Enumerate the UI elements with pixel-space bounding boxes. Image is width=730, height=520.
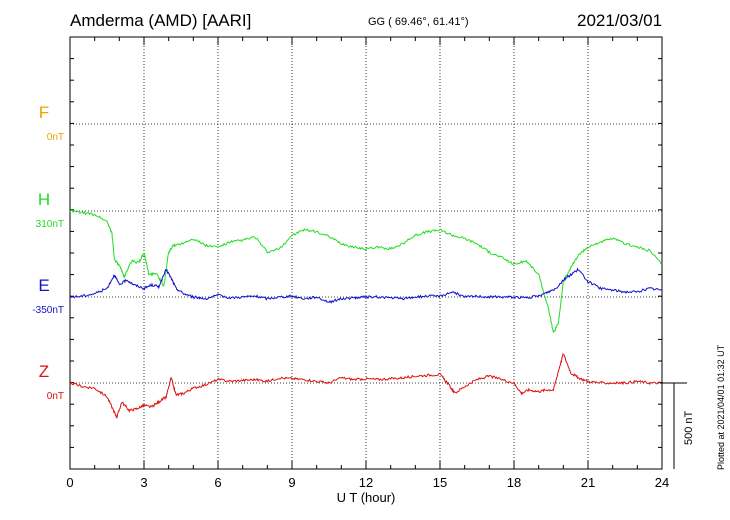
geographic-coords: GG ( 69.46°, 61.41°) [368,16,469,28]
series-baseline-F: 0nT [47,132,64,143]
plotted-note: Plotted at 2021/04/01 01:32 UT [716,344,726,470]
series-baseline-Z: 0nT [47,391,64,402]
x-tick-label: 18 [507,475,521,490]
series-baseline-H: 310nT [36,219,64,230]
series-lines [69,209,663,419]
station-title: Amderma (AMD) [AARI] [70,11,252,30]
series-line-H [69,209,663,334]
x-tick-label: 3 [140,475,147,490]
series-name-H: H [38,190,50,209]
x-tick-label: 9 [288,475,295,490]
x-tick-label: 24 [655,475,669,490]
x-tick-label: 15 [433,475,447,490]
x-tick-label: 0 [66,475,73,490]
series-line-E [69,267,663,304]
series-labels: F 0nT H 310nT E -350nT Z 0nT [32,103,64,402]
date-label: 2021/03/01 [577,11,663,30]
scale-bar: 500 nT [660,382,695,469]
series-name-Z: Z [39,362,49,381]
x-axis-title: U T (hour) [337,490,396,505]
x-tick-label: 12 [359,475,373,490]
series-line-Z [69,352,662,419]
scale-bar-label: 500 nT [683,410,695,445]
series-baseline-E: -350nT [32,305,64,316]
series-name-F: F [39,103,49,122]
x-tick-label: 21 [581,475,595,490]
grid [70,37,662,469]
x-axis-ticks: 0 3 6 9 12 15 18 21 24 [66,36,669,490]
series-name-E: E [38,276,49,295]
x-tick-label: 6 [214,475,221,490]
